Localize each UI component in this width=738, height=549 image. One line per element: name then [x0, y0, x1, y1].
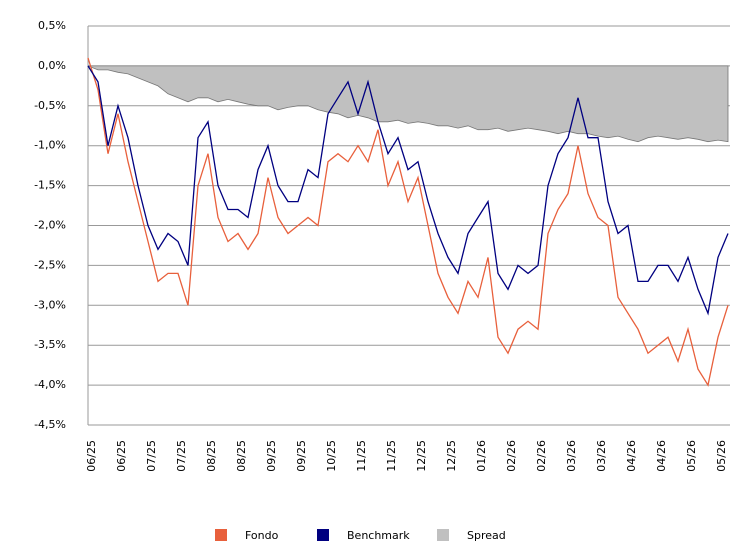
y-tick-label: -4,5% [34, 418, 66, 431]
y-tick-label: -2,0% [34, 219, 66, 232]
x-tick-label: 11/25 [385, 440, 398, 472]
x-tick-label: 03/26 [595, 440, 608, 472]
x-tick-label: 06/25 [115, 440, 128, 472]
legend-label: Spread [467, 529, 506, 542]
legend-swatch [437, 529, 449, 541]
y-tick-label: -3,0% [34, 298, 66, 311]
x-tick-label: 10/25 [325, 440, 338, 472]
spread-area [87, 65, 729, 143]
x-tick-label: 09/25 [265, 440, 278, 472]
x-tick-label: 09/25 [295, 440, 308, 472]
x-tick-label: 05/26 [685, 440, 698, 472]
x-tick-label: 02/26 [535, 440, 548, 472]
x-tick-label: 11/25 [355, 440, 368, 472]
x-tick-label: 02/26 [505, 440, 518, 472]
x-tick-label: 08/25 [235, 440, 248, 472]
x-tick-label: 12/25 [415, 440, 428, 472]
x-tick-label: 06/25 [85, 440, 98, 472]
x-tick-label: 04/26 [625, 440, 638, 472]
x-tick-label: 08/25 [205, 440, 218, 472]
y-tick-label: -3,5% [34, 338, 66, 351]
y-tick-label: 0,5% [38, 19, 66, 32]
legend-swatch [317, 529, 329, 541]
legend-label: Benchmark [347, 529, 410, 542]
x-tick-label: 04/26 [655, 440, 668, 472]
y-tick-label: -0,5% [34, 99, 66, 112]
y-tick-label: -1,5% [34, 179, 66, 192]
x-tick-label: 07/25 [175, 440, 188, 472]
legend-label: Fondo [245, 529, 279, 542]
y-tick-label: -4,0% [34, 378, 66, 391]
legend-swatch [215, 529, 227, 541]
series-line [87, 57, 729, 387]
x-tick-label: 05/26 [715, 440, 728, 472]
y-tick-label: -1,0% [34, 139, 66, 152]
y-tick-label: -2,5% [34, 258, 66, 271]
series-line [87, 65, 729, 316]
x-tick-label: 01/26 [475, 440, 488, 472]
x-tick-label: 03/26 [565, 440, 578, 472]
x-tick-label: 07/25 [145, 440, 158, 472]
x-tick-label: 12/25 [445, 440, 458, 472]
y-tick-label: 0,0% [38, 59, 66, 72]
